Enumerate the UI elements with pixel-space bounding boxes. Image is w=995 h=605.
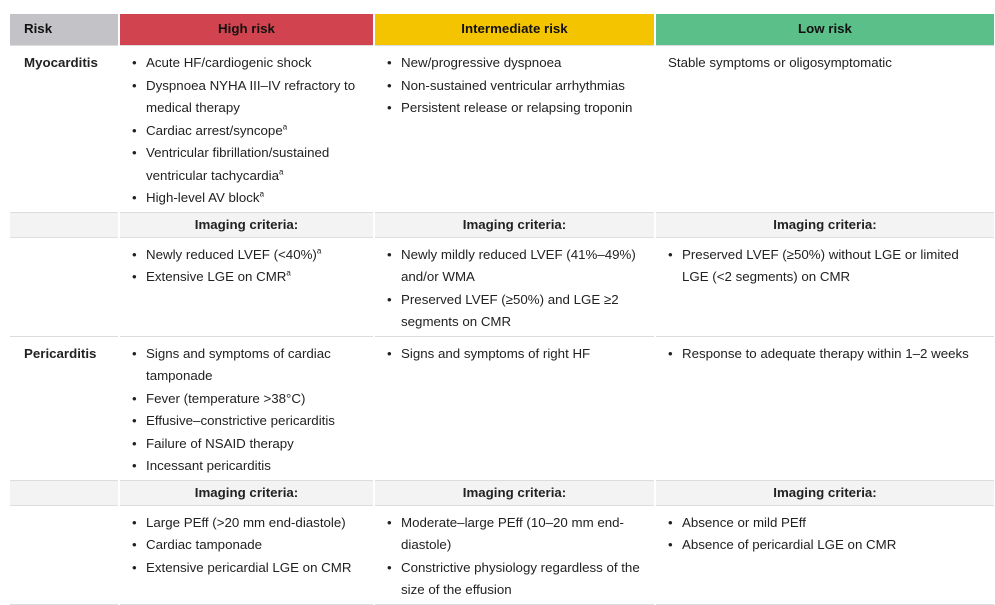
bullet-list: Absence or mild PEffAbsence of pericardi…	[668, 512, 984, 557]
item-text: Ventricular fibrillation/sustained ventr…	[146, 145, 330, 183]
bullet-item: High-level AV blocka	[132, 187, 363, 210]
clinical-row: MyocarditisAcute HF/cardiogenic shockDys…	[8, 45, 994, 213]
bullet-list: Preserved LVEF (≥50%) without LGE or lim…	[668, 244, 984, 289]
footnote-mark: a	[259, 189, 265, 199]
bullet-list: Signs and symptoms of right HF	[387, 343, 644, 366]
imaging-heading: Imaging criteria:	[373, 212, 655, 238]
cell: Acute HF/cardiogenic shockDyspnoea NYHA …	[118, 45, 374, 213]
column-header: Low risk	[654, 14, 994, 46]
bullet-list: Acute HF/cardiogenic shockDyspnoea NYHA …	[132, 52, 363, 210]
cell: Response to adequate therapy within 1–2 …	[654, 336, 994, 481]
risk-table: Risk High risk Intermediate risk Low risk M…	[8, 14, 994, 605]
header-row: Risk High risk Intermediate risk Low risk	[8, 14, 994, 46]
imaging-row: Newly reduced LVEF (<40%)aExtensive LGE …	[8, 237, 994, 337]
cell	[8, 237, 119, 337]
imaging-heading-row: Imaging criteria: Imaging criteria: Imagin…	[8, 480, 994, 506]
bullet-item: Preserved LVEF (≥50%) without LGE or lim…	[668, 244, 984, 289]
bullet-item: Absence of pericardial LGE on CMR	[668, 534, 984, 557]
bullet-item: New/progressive dyspnoea	[387, 52, 644, 75]
bullet-item: Cardiac tamponade	[132, 534, 363, 557]
cell: Moderate–large PEff (10–20 mm end-diasto…	[373, 505, 655, 605]
column-header: Risk	[8, 14, 119, 46]
bullet-item: Large PEff (>20 mm end-diastole)	[132, 512, 363, 535]
bullet-list: Moderate–large PEff (10–20 mm end-diasto…	[387, 512, 644, 602]
row-label: Myocarditis	[8, 45, 119, 213]
imaging-heading: Imaging criteria:	[654, 480, 994, 506]
cell: Stable symptoms or oligosymptomatic	[654, 45, 994, 213]
bullet-list: Signs and symptoms of cardiac tamponadeF…	[132, 343, 363, 478]
bullet-item: Newly mildly reduced LVEF (41%–49%) and/…	[387, 244, 644, 289]
imaging-row: Large PEff (>20 mm end-diastole)Cardiac …	[8, 505, 994, 605]
imaging-heading-row: Imaging criteria: Imaging criteria: Imagin…	[8, 212, 994, 238]
bullet-item: Effusive–constrictive pericarditis	[132, 410, 363, 433]
bullet-list: Newly mildly reduced LVEF (41%–49%) and/…	[387, 244, 644, 334]
bullet-item: Dyspnoea NYHA III–IV refractory to medic…	[132, 75, 363, 120]
cell: Large PEff (>20 mm end-diastole)Cardiac …	[118, 505, 374, 605]
cell: Newly reduced LVEF (<40%)aExtensive LGE …	[118, 237, 374, 337]
bullet-item: Extensive LGE on CMRa	[132, 266, 363, 289]
cell: Preserved LVEF (≥50%) without LGE or lim…	[654, 237, 994, 337]
bullet-item: Preserved LVEF (≥50%) and LGE ≥2 segment…	[387, 289, 644, 334]
bullet-item: Absence or mild PEff	[668, 512, 984, 535]
bullet-item: Signs and symptoms of right HF	[387, 343, 644, 366]
imaging-heading: Imaging criteria:	[654, 212, 994, 238]
cell: Signs and symptoms of right HF	[373, 336, 655, 481]
cell-text: Stable symptoms or oligosymptomatic	[668, 55, 892, 70]
bullet-list: New/progressive dyspnoeaNon-sustained ve…	[387, 52, 644, 120]
bullet-item: Extensive pericardial LGE on CMR	[132, 557, 363, 580]
bullet-item: Non-sustained ventricular arrhythmias	[387, 75, 644, 98]
footnote-mark: a	[279, 167, 284, 177]
cell: Newly mildly reduced LVEF (41%–49%) and/…	[373, 237, 655, 337]
imaging-heading: Imaging criteria:	[118, 480, 374, 506]
footnote-mark: a	[286, 268, 291, 278]
bullet-item: Persistent release or relapsing troponin	[387, 97, 644, 120]
bullet-item: Fever (temperature >38°C)	[132, 388, 363, 411]
row-label: Pericarditis	[8, 336, 119, 481]
bullet-item: Ventricular fibrillation/sustained ventr…	[132, 142, 363, 187]
bullet-list: Newly reduced LVEF (<40%)aExtensive LGE …	[132, 244, 363, 289]
cell	[8, 480, 119, 506]
imaging-heading: Imaging criteria:	[118, 212, 374, 238]
bullet-item: Newly reduced LVEF (<40%)a	[132, 244, 363, 267]
bullet-item: Failure of NSAID therapy	[132, 433, 363, 456]
bullet-item: Moderate–large PEff (10–20 mm end-diasto…	[387, 512, 644, 557]
bullet-item: Acute HF/cardiogenic shock	[132, 52, 363, 75]
item-text: High-level AV block	[146, 190, 260, 205]
item-text: Newly reduced LVEF (<40%)	[146, 246, 317, 262]
footnote-mark: a	[316, 246, 322, 256]
bullet-item: Constrictive physiology regardless of th…	[387, 557, 644, 602]
item-text: Extensive LGE on CMR	[146, 269, 287, 284]
bullet-item: Response to adequate therapy within 1–2 …	[668, 343, 984, 366]
bullet-item: Cardiac arrest/syncopea	[132, 120, 363, 143]
column-header: High risk	[118, 14, 374, 46]
cell	[8, 212, 119, 238]
bullet-list: Response to adequate therapy within 1–2 …	[668, 343, 984, 366]
bullet-item: Incessant pericarditis	[132, 455, 363, 478]
clinical-row: PericarditisSigns and symptoms of cardia…	[8, 336, 994, 481]
bullet-list: Large PEff (>20 mm end-diastole)Cardiac …	[132, 512, 363, 580]
imaging-heading: Imaging criteria:	[373, 480, 655, 506]
footnote-mark: a	[282, 122, 288, 132]
item-text: Cardiac arrest/syncope	[146, 122, 283, 138]
bullet-item: Signs and symptoms of cardiac tamponade	[132, 343, 363, 388]
column-header: Intermediate risk	[373, 14, 655, 46]
cell	[8, 505, 119, 605]
cell: New/progressive dyspnoeaNon-sustained ve…	[373, 45, 655, 213]
cell: Absence or mild PEffAbsence of pericardi…	[654, 505, 994, 605]
cell: Signs and symptoms of cardiac tamponadeF…	[118, 336, 374, 481]
